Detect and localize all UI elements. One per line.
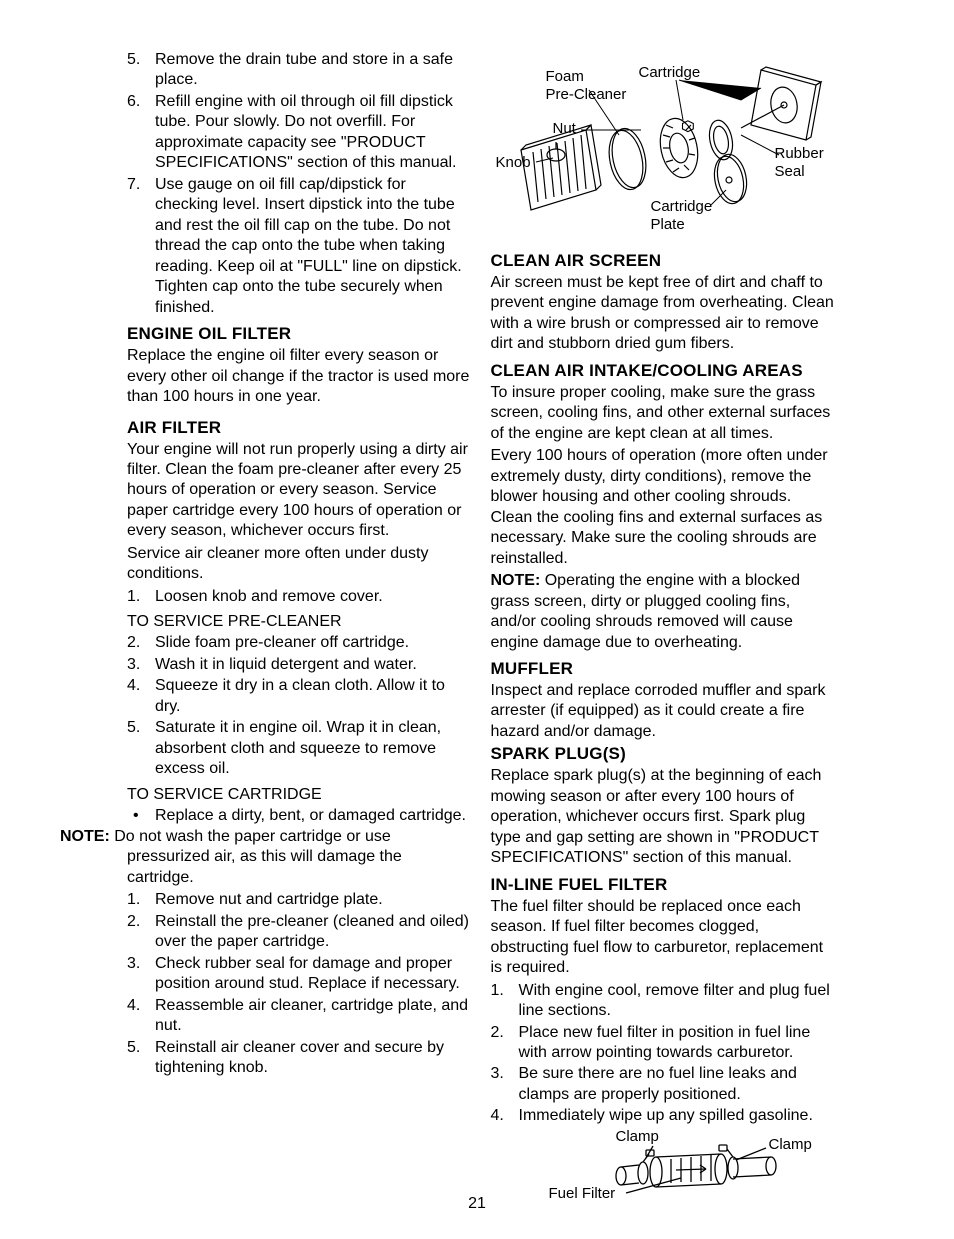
fuel-filter-heading: IN-LINE FUEL FILTER	[491, 875, 835, 895]
page-number: 21	[468, 1195, 486, 1213]
precleaner-step-4: 4.Squeeze it dry in a clean cloth. Allow…	[127, 676, 471, 717]
precleaner-step-2: 2.Slide foam pre-cleaner off cartridge.	[127, 633, 471, 653]
label-nut: Nut	[553, 120, 576, 137]
step-7: 7.Use gauge on oil fill cap/dipstick for…	[127, 175, 471, 318]
cartridge-step-1: 1.Remove nut and cartridge plate.	[127, 890, 471, 910]
oil-change-steps-continued: 5.Remove the drain tube and store in a s…	[127, 50, 471, 318]
label-precleaner: Pre-Cleaner	[546, 86, 627, 103]
service-cartridge-steps: 1.Remove nut and cartridge plate. 2.Rein…	[127, 890, 471, 1078]
cartridge-note: NOTE: Do not wash the paper cartridge or…	[127, 827, 471, 888]
label-fuel-filter: Fuel Filter	[549, 1185, 616, 1202]
service-precleaner-heading: TO SERVICE PRE-CLEANER	[127, 613, 471, 631]
engine-oil-filter-heading: ENGINE OIL FILTER	[127, 324, 471, 344]
label-plate: Plate	[651, 216, 685, 233]
step-6: 6.Refill engine with oil through oil fil…	[127, 92, 471, 174]
label-clamp1: Clamp	[616, 1128, 659, 1145]
cartridge-step-5: 5.Reinstall air cleaner cover and secure…	[127, 1038, 471, 1079]
label-knob: Knob	[496, 154, 531, 171]
engine-oil-filter-body: Replace the engine oil filter every seas…	[127, 346, 471, 407]
air-cleaner-diagram: Foam Pre-Cleaner Cartridge Nut Knob Rubb…	[491, 50, 835, 245]
label-rubber: Rubber	[775, 145, 824, 162]
step-5: 5.Remove the drain tube and store in a s…	[127, 50, 471, 91]
air-filter-step1-list: 1.Loosen knob and remove cover.	[127, 587, 471, 607]
muffler-body: Inspect and replace corroded muffler and…	[491, 681, 835, 742]
fuel-step-4: 4.Immediately wipe up any spilled gasoli…	[491, 1106, 835, 1126]
service-cartridge-bullets: Replace a dirty, bent, or damaged cartri…	[127, 806, 471, 826]
air-filter-body2: Service air cleaner more often under dus…	[127, 544, 471, 585]
label-cartridge2: Cartridge	[651, 198, 713, 215]
air-filter-body1: Your engine will not run properly using …	[127, 440, 471, 542]
clean-air-intake-body1: To insure proper cooling, make sure the …	[491, 383, 835, 444]
service-precleaner-steps: 2.Slide foam pre-cleaner off cartridge. …	[127, 633, 471, 779]
cartridge-step-4: 4.Reassemble air cleaner, cartridge plat…	[127, 996, 471, 1037]
cartridge-step-2: 2.Reinstall the pre-cleaner (cleaned and…	[127, 912, 471, 953]
precleaner-step-5: 5.Saturate it in engine oil. Wrap it in …	[127, 718, 471, 779]
fuel-filter-body: The fuel filter should be replaced once …	[491, 897, 835, 979]
air-filter-heading: AIR FILTER	[127, 418, 471, 438]
fuel-step-2: 2.Place new fuel filter in position in f…	[491, 1023, 835, 1064]
clean-air-screen-heading: CLEAN AIR SCREEN	[491, 251, 835, 271]
fuel-step-3: 3.Be sure there are no fuel line leaks a…	[491, 1064, 835, 1105]
label-seal: Seal	[775, 163, 805, 180]
precleaner-step-3: 3.Wash it in liquid detergent and water.	[127, 655, 471, 675]
fuel-step-1: 1.With engine cool, remove filter and pl…	[491, 981, 835, 1022]
cartridge-step-3: 3.Check rubber seal for damage and prope…	[127, 954, 471, 995]
label-clamp2: Clamp	[769, 1136, 812, 1153]
air-filter-step1: 1.Loosen knob and remove cover.	[127, 587, 471, 607]
label-cartridge: Cartridge	[639, 64, 701, 81]
cartridge-bullet: Replace a dirty, bent, or damaged cartri…	[127, 806, 471, 826]
clean-air-intake-heading: CLEAN AIR INTAKE/COOLING AREAS	[491, 361, 835, 381]
spark-plug-heading: SPARK PLUG(S)	[491, 744, 835, 764]
left-column: 5.Remove the drain tube and store in a s…	[60, 50, 471, 1213]
muffler-heading: MUFFLER	[491, 659, 835, 679]
clean-air-intake-note: NOTE: Operating the engine with a blocke…	[491, 571, 835, 653]
clean-air-screen-body: Air screen must be kept free of dirt and…	[491, 273, 835, 355]
service-cartridge-heading: TO SERVICE CARTRIDGE	[127, 786, 471, 804]
fuel-filter-steps: 1.With engine cool, remove filter and pl…	[491, 981, 835, 1127]
right-column: Foam Pre-Cleaner Cartridge Nut Knob Rubb…	[491, 50, 895, 1213]
fuel-filter-diagram: Clamp Clamp Fuel Filter	[521, 1128, 865, 1213]
spark-plug-body: Replace spark plug(s) at the beginning o…	[491, 766, 835, 868]
clean-air-intake-body2: Every 100 hours of operation (more often…	[491, 446, 835, 569]
label-foam: Foam	[546, 68, 584, 85]
